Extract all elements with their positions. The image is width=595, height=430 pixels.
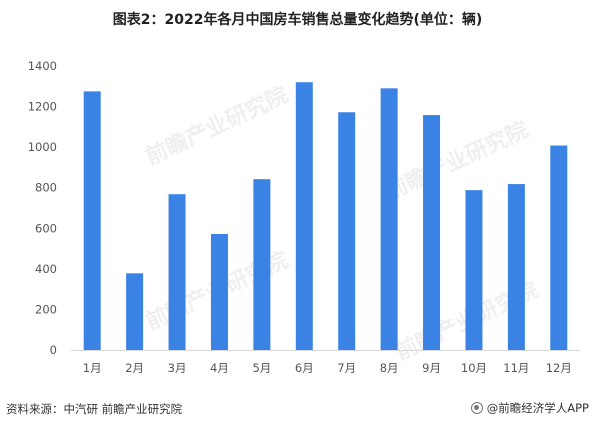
bars-group bbox=[83, 82, 568, 351]
bar-12 bbox=[550, 145, 568, 350]
x-tick-label-8: 8月 bbox=[380, 361, 399, 375]
x-tick-label-9: 9月 bbox=[422, 361, 441, 375]
watermark-1: 前瞻产业研究院 bbox=[142, 82, 293, 171]
y-tick-label-7: 1400 bbox=[28, 59, 57, 73]
chart-title: 图表2：2022年各月中国房车销售总量变化趋势(单位：辆) bbox=[112, 12, 483, 28]
bar-8 bbox=[380, 88, 398, 351]
brand-credit-text: @前瞻经济学人APP bbox=[486, 401, 589, 415]
bar-2 bbox=[126, 273, 144, 350]
brand-logo-icon bbox=[470, 402, 483, 414]
brand-credit: @前瞻经济学人APP bbox=[470, 400, 589, 416]
bar-11 bbox=[507, 184, 525, 350]
x-tick-label-11: 11月 bbox=[503, 361, 529, 375]
x-tick-label-12: 12月 bbox=[546, 361, 572, 375]
x-tick-label-10: 10月 bbox=[461, 361, 487, 375]
y-tick-label-6: 1200 bbox=[28, 100, 57, 114]
y-tick-label-3: 600 bbox=[35, 221, 57, 235]
y-tick-label-2: 400 bbox=[35, 262, 57, 276]
x-tick-label-4: 4月 bbox=[210, 361, 229, 375]
bar-5 bbox=[253, 179, 271, 350]
y-tick-label-0: 0 bbox=[50, 343, 57, 357]
bar-3 bbox=[168, 194, 186, 350]
x-tick-label-6: 6月 bbox=[295, 361, 314, 375]
bar-10 bbox=[465, 190, 483, 350]
source-note: 资料来源：中汽研 前瞻产业研究院 bbox=[6, 402, 183, 416]
x-axis: 1月 2月 3月 4月 5月 6月 7月 8月 9月 10月 11月 12月 bbox=[83, 361, 572, 375]
bar-4 bbox=[210, 233, 228, 350]
x-tick-label-2: 2月 bbox=[125, 361, 144, 375]
bar-7 bbox=[338, 112, 356, 350]
y-axis: 0 200 400 600 800 1000 1200 1400 bbox=[28, 59, 57, 357]
y-tick-label-1: 200 bbox=[35, 302, 57, 316]
x-tick-label-3: 3月 bbox=[168, 361, 187, 375]
bar-1 bbox=[83, 91, 101, 350]
x-tick-label-5: 5月 bbox=[252, 361, 271, 375]
y-tick-label-4: 800 bbox=[35, 181, 57, 195]
y-tick-label-5: 1000 bbox=[28, 140, 57, 154]
bar-9 bbox=[423, 115, 441, 350]
bar-6 bbox=[295, 82, 313, 350]
x-tick-label-7: 7月 bbox=[337, 361, 356, 375]
x-tick-label-1: 1月 bbox=[83, 361, 102, 375]
